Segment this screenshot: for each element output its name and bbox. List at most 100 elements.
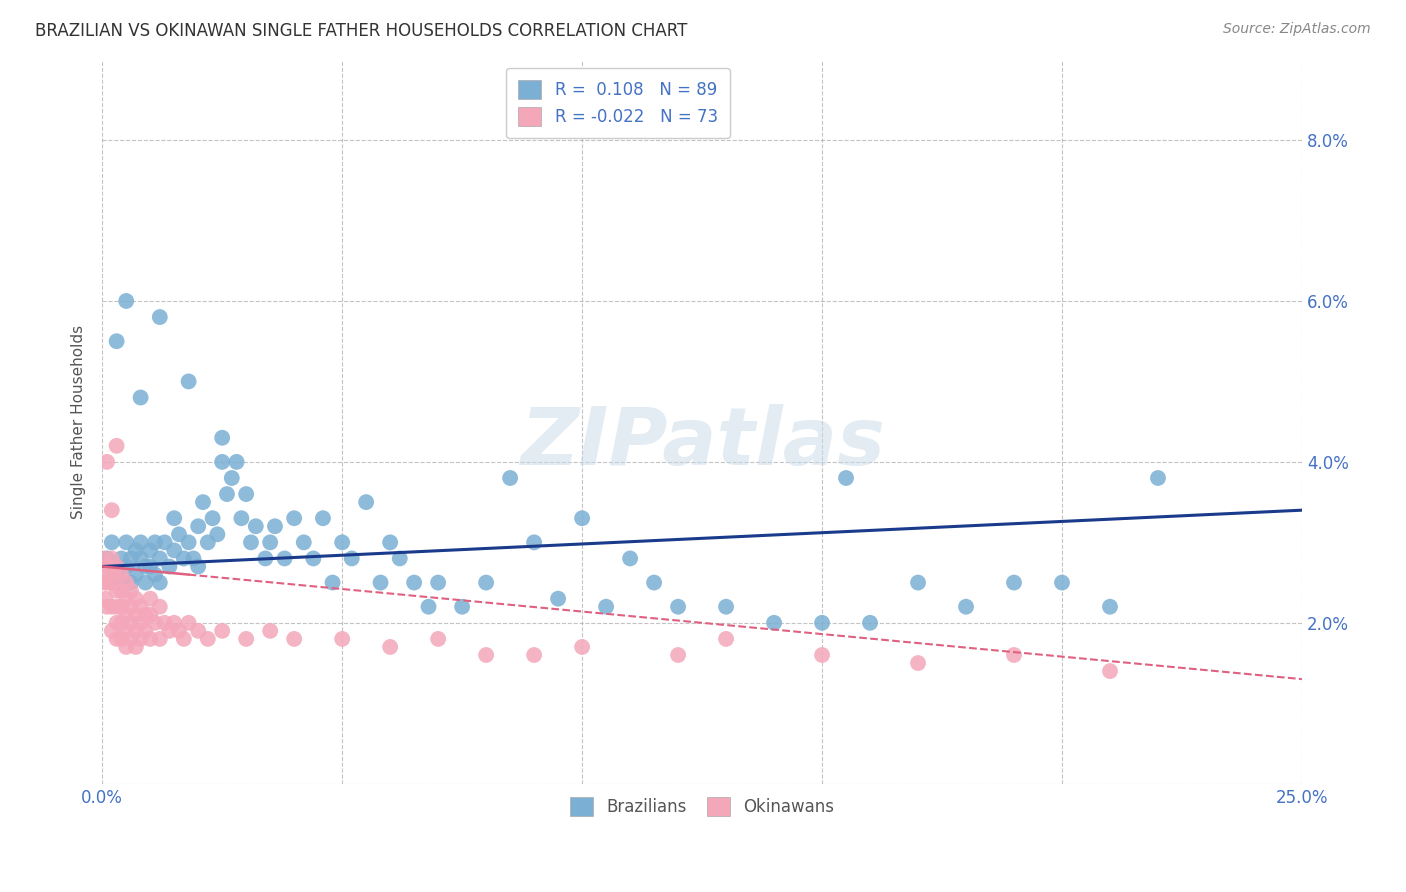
Point <box>110 632 132 646</box>
Point <box>120 632 142 646</box>
Point <box>93 551 115 566</box>
Point <box>139 591 162 606</box>
Point <box>714 632 737 646</box>
Point <box>240 535 263 549</box>
Point <box>120 599 142 614</box>
Point <box>110 583 132 598</box>
Point <box>215 487 238 501</box>
Point <box>96 575 118 590</box>
Point <box>167 527 190 541</box>
Point <box>811 615 834 630</box>
Point <box>235 632 257 646</box>
Point <box>143 615 166 630</box>
Point <box>177 615 200 630</box>
Point <box>859 615 882 630</box>
Point <box>105 599 128 614</box>
Point <box>149 551 172 566</box>
Point <box>187 519 209 533</box>
Point <box>101 551 124 566</box>
Point <box>110 575 132 590</box>
Point <box>105 615 128 630</box>
Point <box>595 599 617 614</box>
Point <box>1098 664 1121 678</box>
Point <box>129 632 152 646</box>
Point <box>149 632 172 646</box>
Point <box>101 535 124 549</box>
Point <box>177 535 200 549</box>
Point <box>153 535 176 549</box>
Point <box>129 391 152 405</box>
Point <box>96 599 118 614</box>
Point <box>330 632 353 646</box>
Point <box>1147 471 1170 485</box>
Point <box>177 375 200 389</box>
Point <box>907 656 929 670</box>
Point <box>105 583 128 598</box>
Point <box>197 535 219 549</box>
Point <box>139 543 162 558</box>
Point <box>370 575 392 590</box>
Point <box>547 591 569 606</box>
Point <box>101 575 124 590</box>
Point <box>167 624 190 638</box>
Point <box>115 624 138 638</box>
Point <box>115 559 138 574</box>
Point <box>143 567 166 582</box>
Point <box>134 559 156 574</box>
Point <box>115 607 138 622</box>
Point <box>139 607 162 622</box>
Point <box>475 648 498 662</box>
Point <box>134 607 156 622</box>
Point <box>907 575 929 590</box>
Point <box>211 455 233 469</box>
Point <box>235 487 257 501</box>
Point <box>330 535 353 549</box>
Point <box>197 632 219 646</box>
Point <box>110 599 132 614</box>
Point <box>125 543 148 558</box>
Point <box>125 640 148 654</box>
Point <box>571 640 593 654</box>
Point <box>811 648 834 662</box>
Point <box>666 599 689 614</box>
Point <box>94 591 117 606</box>
Point <box>149 599 172 614</box>
Point <box>259 535 281 549</box>
Point <box>173 551 195 566</box>
Point <box>101 575 124 590</box>
Point <box>1002 648 1025 662</box>
Point <box>292 535 315 549</box>
Point <box>427 632 450 646</box>
Point <box>835 471 858 485</box>
Point <box>129 599 152 614</box>
Point <box>427 575 450 590</box>
Point <box>105 334 128 349</box>
Point <box>139 632 162 646</box>
Point <box>105 559 128 574</box>
Point <box>157 559 180 574</box>
Point <box>163 543 186 558</box>
Point <box>1002 575 1025 590</box>
Point <box>115 575 138 590</box>
Point <box>173 632 195 646</box>
Point <box>283 632 305 646</box>
Point <box>163 511 186 525</box>
Point <box>96 455 118 469</box>
Point <box>129 551 152 566</box>
Point <box>211 431 233 445</box>
Point <box>120 551 142 566</box>
Point <box>96 559 118 574</box>
Point <box>110 567 132 582</box>
Point <box>103 567 125 582</box>
Point <box>763 615 786 630</box>
Point <box>354 495 377 509</box>
Point <box>101 624 124 638</box>
Point <box>451 599 474 614</box>
Point <box>322 575 344 590</box>
Point <box>93 575 115 590</box>
Point <box>955 599 977 614</box>
Point <box>523 535 546 549</box>
Point <box>125 624 148 638</box>
Point <box>619 551 641 566</box>
Point <box>120 575 142 590</box>
